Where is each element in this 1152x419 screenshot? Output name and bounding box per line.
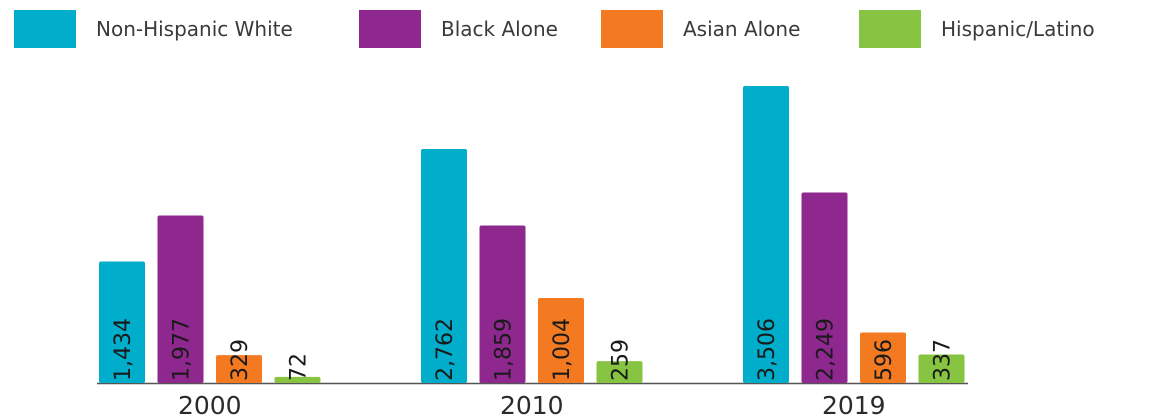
x-tick-label-2010: 2010 bbox=[500, 391, 564, 419]
bar-black-alone-2000 bbox=[157, 215, 204, 383]
bar-black-alone-2019 bbox=[801, 192, 848, 383]
data-label-black-alone-2019: 2,249 bbox=[814, 318, 839, 381]
bar-non-hispanic-white-2000 bbox=[99, 261, 145, 383]
data-label-non-hispanic-white-2019: 3,506 bbox=[755, 318, 780, 381]
legend-item-asian-alone: Asian Alone bbox=[601, 10, 800, 48]
legend-item-hispanic-latino: Hispanic/Latino bbox=[859, 10, 1095, 48]
x-tick-label-2000: 2000 bbox=[178, 391, 242, 419]
bar-non-hispanic-white-2010 bbox=[421, 149, 467, 383]
data-label-asian-alone-2010: 1,004 bbox=[550, 318, 575, 381]
bar-asian-alone-2010 bbox=[538, 297, 584, 383]
data-label-hispanic-latino-2019: 337 bbox=[931, 339, 956, 381]
x-tick-label-2019: 2019 bbox=[822, 391, 886, 419]
bar-non-hispanic-white-2019 bbox=[743, 86, 789, 383]
data-label-asian-alone-2019: 596 bbox=[872, 339, 897, 381]
data-label-black-alone-2000: 1,977 bbox=[170, 318, 195, 381]
data-label-black-alone-2010: 1,859 bbox=[492, 318, 517, 381]
bar-hispanic-latino-2000 bbox=[274, 376, 321, 383]
bar-asian-alone-2019 bbox=[860, 332, 906, 383]
bar-asian-alone-2000 bbox=[216, 355, 262, 383]
legend-item-black-alone: Black Alone bbox=[359, 10, 558, 48]
bar-hispanic-latino-2019 bbox=[918, 354, 965, 383]
legend-label-hispanic-latino: Hispanic/Latino bbox=[941, 17, 1095, 41]
legend-label-non-hispanic-white: Non-Hispanic White bbox=[96, 17, 293, 41]
legend-label-asian-alone: Asian Alone bbox=[683, 17, 801, 41]
legend-swatch-hispanic-latino bbox=[859, 10, 921, 48]
legend: Non-Hispanic White Black Alone Asian Alo… bbox=[0, 0, 1152, 60]
legend-swatch-black-alone bbox=[359, 10, 421, 48]
data-label-asian-alone-2000: 329 bbox=[228, 339, 253, 381]
data-label-hispanic-latino-2000: 72 bbox=[287, 353, 312, 381]
legend-swatch-non-hispanic-white bbox=[14, 10, 76, 48]
legend-item-non-hispanic-white: Non-Hispanic White bbox=[14, 10, 293, 48]
bar-black-alone-2010 bbox=[479, 225, 526, 383]
data-label-hispanic-latino-2010: 259 bbox=[609, 339, 634, 381]
legend-swatch-asian-alone bbox=[601, 10, 663, 48]
legend-label-black-alone: Black Alone bbox=[441, 17, 558, 41]
bar-hispanic-latino-2010 bbox=[596, 361, 643, 383]
data-label-non-hispanic-white-2010: 2,762 bbox=[433, 318, 458, 381]
data-label-non-hispanic-white-2000: 1,434 bbox=[111, 318, 136, 381]
